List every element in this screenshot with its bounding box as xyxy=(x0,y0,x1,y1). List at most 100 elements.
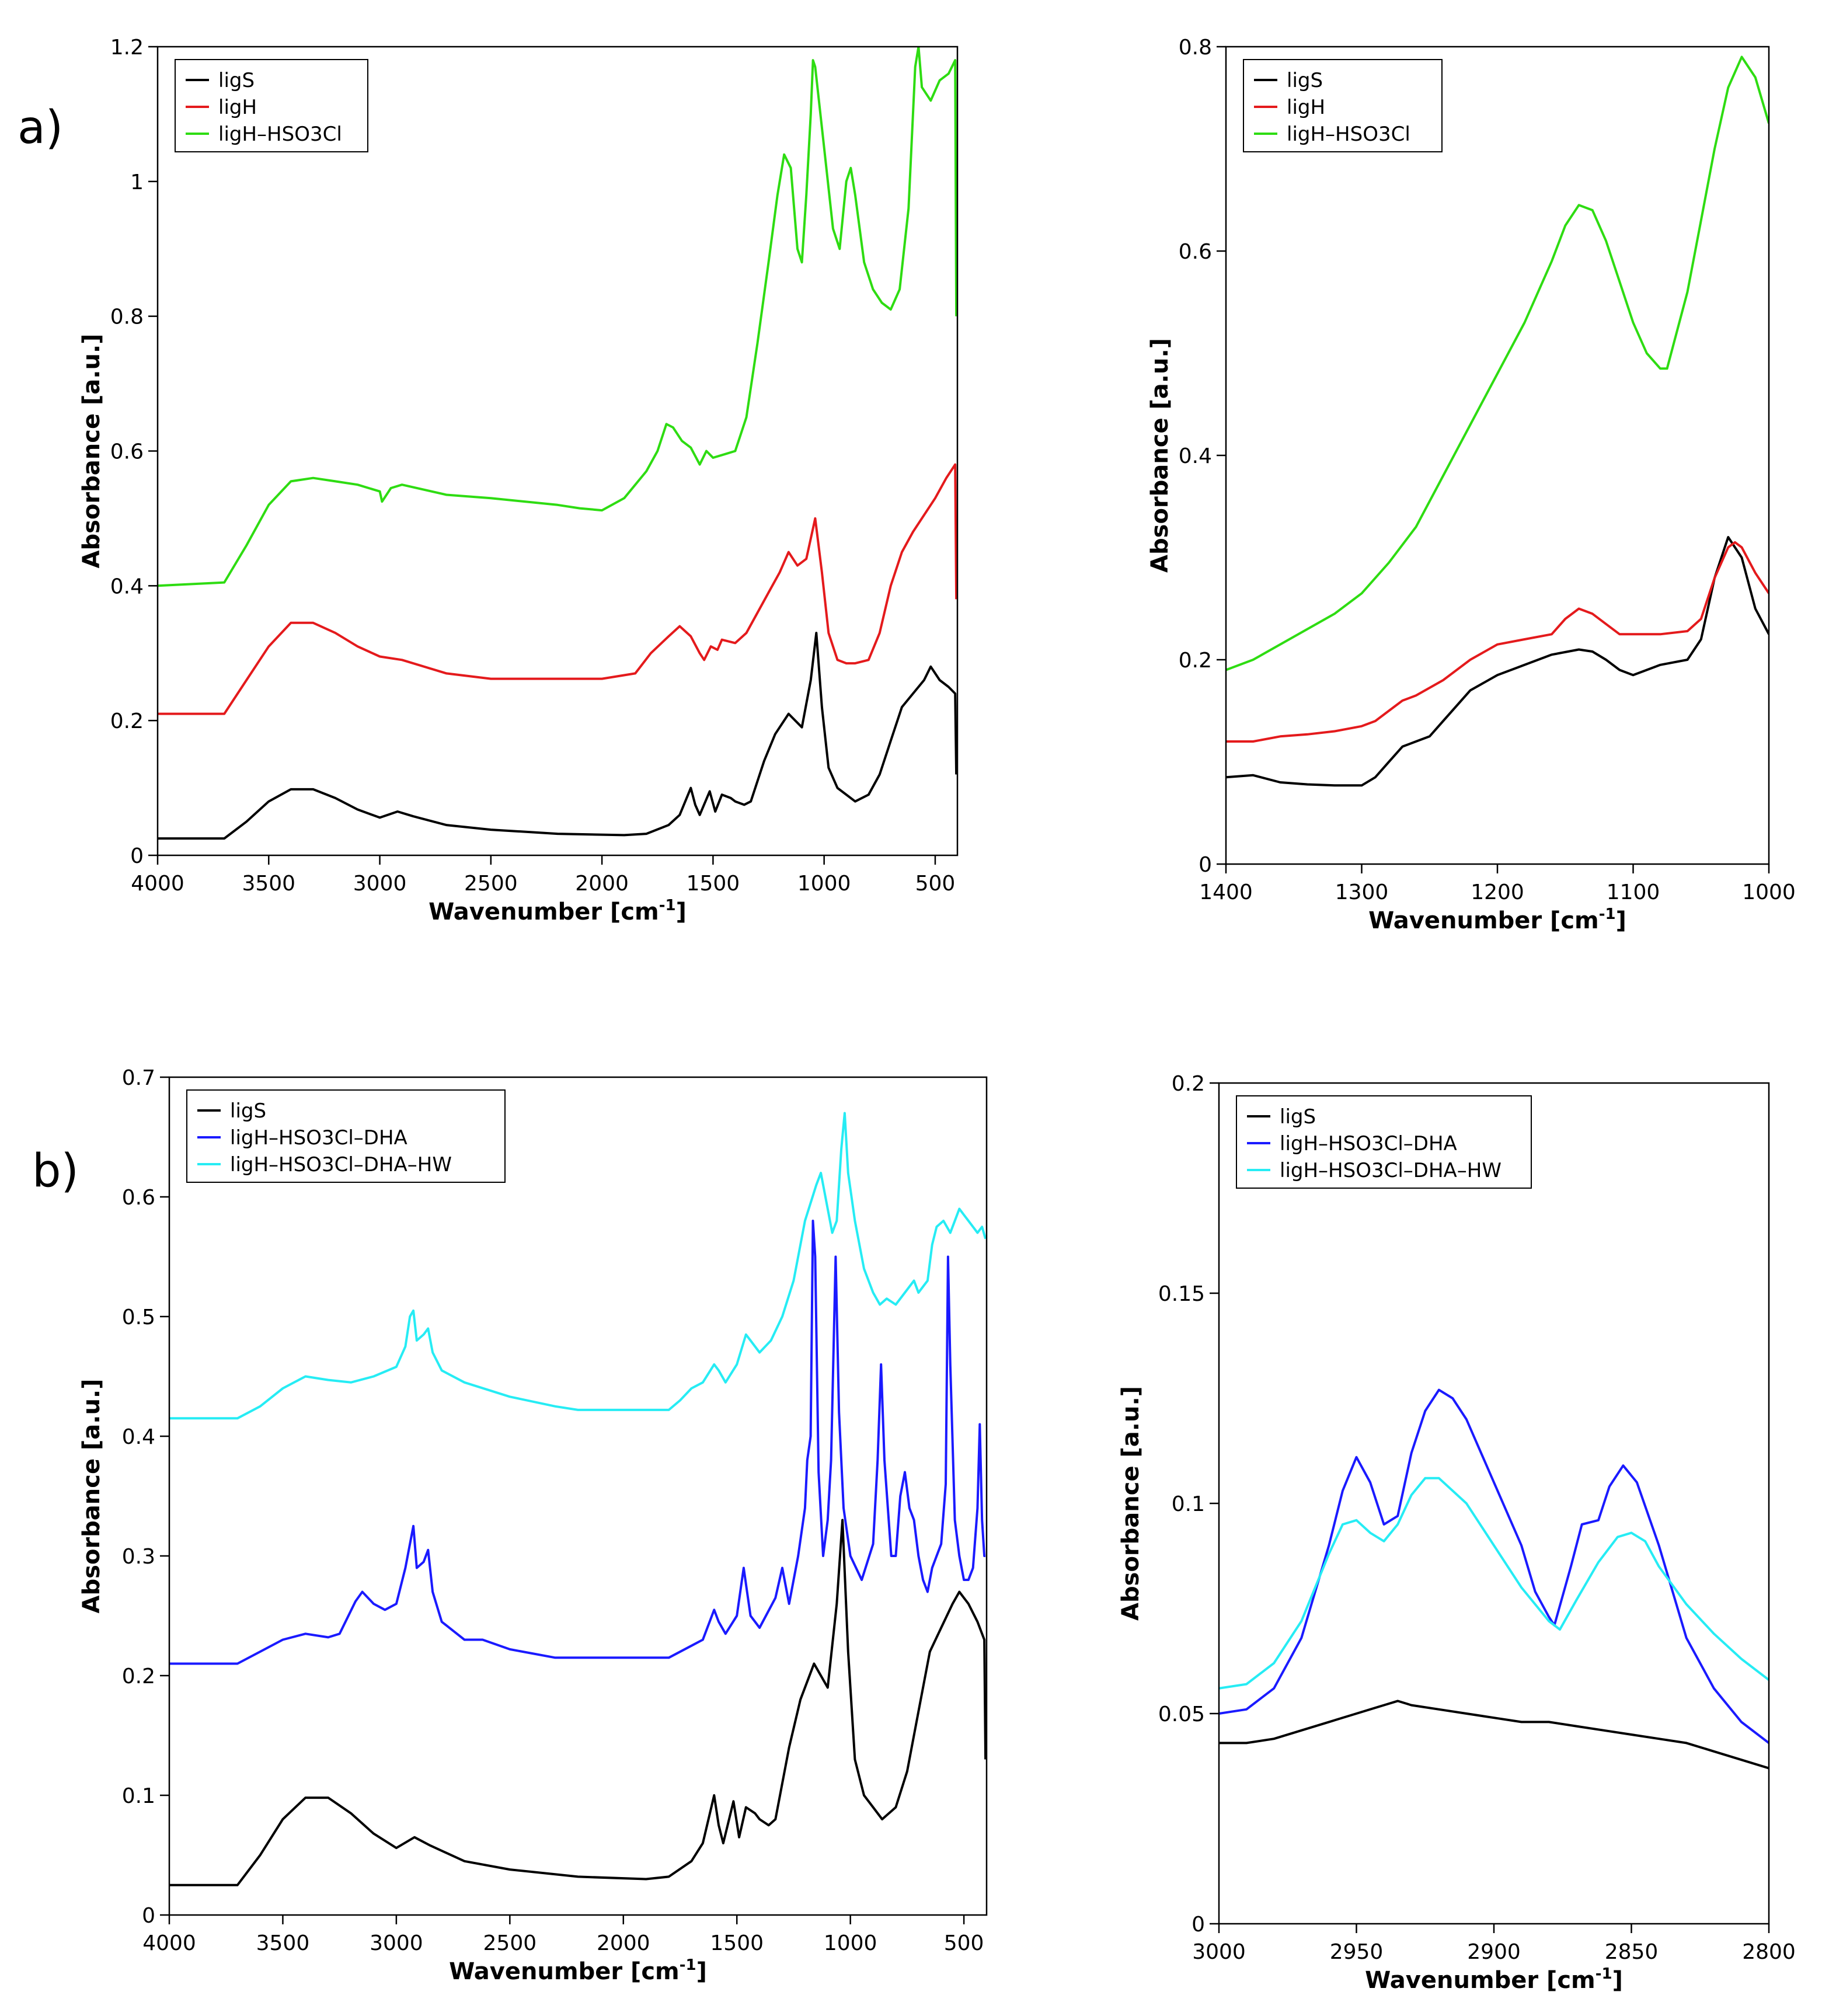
chart-2: 4000 3500 3000 2500 2000 1500 1000 500 0 0.1 0.2 0.… xyxy=(78,1066,988,1985)
legend-label: ligS xyxy=(1287,69,1323,92)
x-tick-label: 1000 xyxy=(797,872,851,896)
series-line-2 xyxy=(169,1112,987,1420)
y-tick-label: 0 xyxy=(1192,1913,1205,1937)
x-tick-label: 1300 xyxy=(1335,880,1389,904)
x-axis-label: Wavenumber [cm-1] xyxy=(1368,906,1626,934)
y-tick-label: 0.3 xyxy=(122,1545,155,1569)
y-tick-label: 0.6 xyxy=(110,440,144,464)
series-line-1 xyxy=(169,1220,986,1665)
x-tick-label: 2500 xyxy=(483,1931,537,1955)
x-tick-label: 1000 xyxy=(1742,880,1796,904)
series-line-2 xyxy=(1226,55,1769,671)
x-tick-label: 2850 xyxy=(1605,1940,1659,1964)
y-tick-label: 0.2 xyxy=(1179,649,1212,673)
series-line-0 xyxy=(1219,1700,1769,1770)
legend-label: ligS xyxy=(1280,1105,1316,1129)
y-axis-label: Absorbance [a.u.] xyxy=(78,334,105,569)
y-tick-label: 0 xyxy=(1199,853,1212,877)
x-tick-label: 500 xyxy=(915,872,956,896)
series-group xyxy=(158,47,957,840)
x-tick-label: 3000 xyxy=(1192,1940,1246,1964)
legend-label: ligH–HSO3Cl xyxy=(1287,123,1410,146)
x-tick-label: 3000 xyxy=(370,1931,423,1955)
legend-box xyxy=(1236,1095,1532,1189)
legend-label: ligS xyxy=(230,1099,266,1123)
y-tick-label: 0.6 xyxy=(122,1186,155,1210)
y-tick-label: 0.7 xyxy=(122,1066,155,1090)
y-tick-label: 0.4 xyxy=(122,1425,155,1449)
x-tick-label: 1500 xyxy=(687,872,740,896)
legend-label: ligH xyxy=(1287,96,1325,119)
series-line-0 xyxy=(1226,536,1769,787)
x-tick-label: 1000 xyxy=(824,1931,877,1955)
legend-box xyxy=(186,1089,506,1183)
y-tick-label: 0.4 xyxy=(110,574,144,598)
x-axis-label: Wavenumber [cm-1] xyxy=(449,1956,707,1985)
x-tick-label: 2950 xyxy=(1330,1940,1384,1964)
series-line-0 xyxy=(158,632,957,840)
chart-0: 4000 3500 3000 2500 2000 1500 1000 500 0 0.2 0.4 0.… xyxy=(78,36,959,925)
y-tick-label: 1 xyxy=(130,170,144,194)
series-group xyxy=(169,1112,987,1886)
x-tick-label: 2800 xyxy=(1742,1940,1796,1964)
chart-1: 1400 1300 1200 1100 1000 0 0.2 0.4 0.6 0.8 Wavenum… xyxy=(1147,36,1796,934)
y-tick-label: 0.15 xyxy=(1158,1282,1205,1306)
y-tick-label: 0.4 xyxy=(1179,444,1212,468)
y-axis-label: Absorbance [a.u.] xyxy=(1147,338,1173,573)
x-tick-label: 3000 xyxy=(353,872,407,896)
y-tick-label: 0.6 xyxy=(1179,240,1212,264)
x-tick-label: 1500 xyxy=(710,1931,764,1955)
y-tick-label: 0 xyxy=(130,844,144,868)
series-line-1 xyxy=(1226,541,1769,743)
x-tick-label: 2500 xyxy=(464,872,518,896)
series-group xyxy=(1226,55,1769,787)
y-axis-label: Absorbance [a.u.] xyxy=(1117,1386,1144,1621)
x-axis-label: Wavenumber [cm-1] xyxy=(1365,1965,1623,1994)
y-tick-label: 0.8 xyxy=(110,305,144,329)
legend: ligS ligH ligH–HSO3Cl xyxy=(175,59,368,152)
legend-label: ligH–HSO3Cl xyxy=(218,123,342,146)
y-axis-label: Absorbance [a.u.] xyxy=(78,1379,105,1614)
legend-label: ligH xyxy=(218,96,257,119)
y-tick-label: 0.1 xyxy=(1172,1492,1205,1516)
x-tick-label: 4000 xyxy=(131,872,184,896)
legend: ligS ligH ligH–HSO3Cl xyxy=(1243,59,1443,152)
series-line-1 xyxy=(158,463,957,715)
x-tick-label: 2000 xyxy=(597,1931,650,1955)
x-tick-label: 500 xyxy=(944,1931,984,1955)
charts-container: 4000 3500 3000 2500 2000 1500 1000 50000.20.40.… xyxy=(78,36,1796,1994)
legend-label: ligS xyxy=(218,69,255,92)
x-tick-label: 2000 xyxy=(575,872,629,896)
plot-frame xyxy=(168,1076,988,1916)
series-group xyxy=(1219,1388,1769,1770)
x-tick-label: 3500 xyxy=(256,1931,310,1955)
x-tick-label: 2900 xyxy=(1467,1940,1521,1964)
series-line-2 xyxy=(1219,1477,1769,1690)
series-line-1 xyxy=(1219,1388,1769,1744)
x-tick-label: 1400 xyxy=(1199,880,1253,904)
x-axis-label: Wavenumber [cm-1] xyxy=(428,897,687,925)
y-tick-label: 0.2 xyxy=(110,709,144,733)
y-tick-label: 1.2 xyxy=(110,36,144,60)
series-line-0 xyxy=(169,1519,987,1886)
y-tick-label: 0.8 xyxy=(1179,36,1212,60)
y-tick-label: 0.1 xyxy=(122,1784,155,1808)
legend-label: ligH–HSO3Cl–DHA–HW xyxy=(230,1153,452,1176)
y-tick-label: 0.05 xyxy=(1158,1702,1205,1726)
legend-label: ligH–HSO3Cl–DHA xyxy=(1280,1132,1457,1155)
x-tick-label: 3500 xyxy=(242,872,295,896)
y-tick-label: 0 xyxy=(142,1904,155,1928)
legend-label: ligH–HSO3Cl–DHA–HW xyxy=(1280,1159,1502,1182)
legend: ligS ligH–HSO3Cl–DHA ligH–HSO3Cl–DHA–HW xyxy=(186,1089,506,1183)
x-tick-label: 1200 xyxy=(1471,880,1524,904)
x-tick-label: 4000 xyxy=(142,1931,196,1955)
y-tick-label: 0.2 xyxy=(1172,1072,1205,1096)
y-tick-label: 0.5 xyxy=(122,1305,155,1329)
series-line-2 xyxy=(158,47,957,587)
chart-3: 3000 2950 2900 2850 2800 0 0.05 0.1 0.15 0.2 Waven… xyxy=(1117,1072,1796,1994)
x-tick-label: 1100 xyxy=(1607,880,1660,904)
panel-label-a: a) xyxy=(18,102,63,154)
panel-label-b: b) xyxy=(32,1145,79,1197)
